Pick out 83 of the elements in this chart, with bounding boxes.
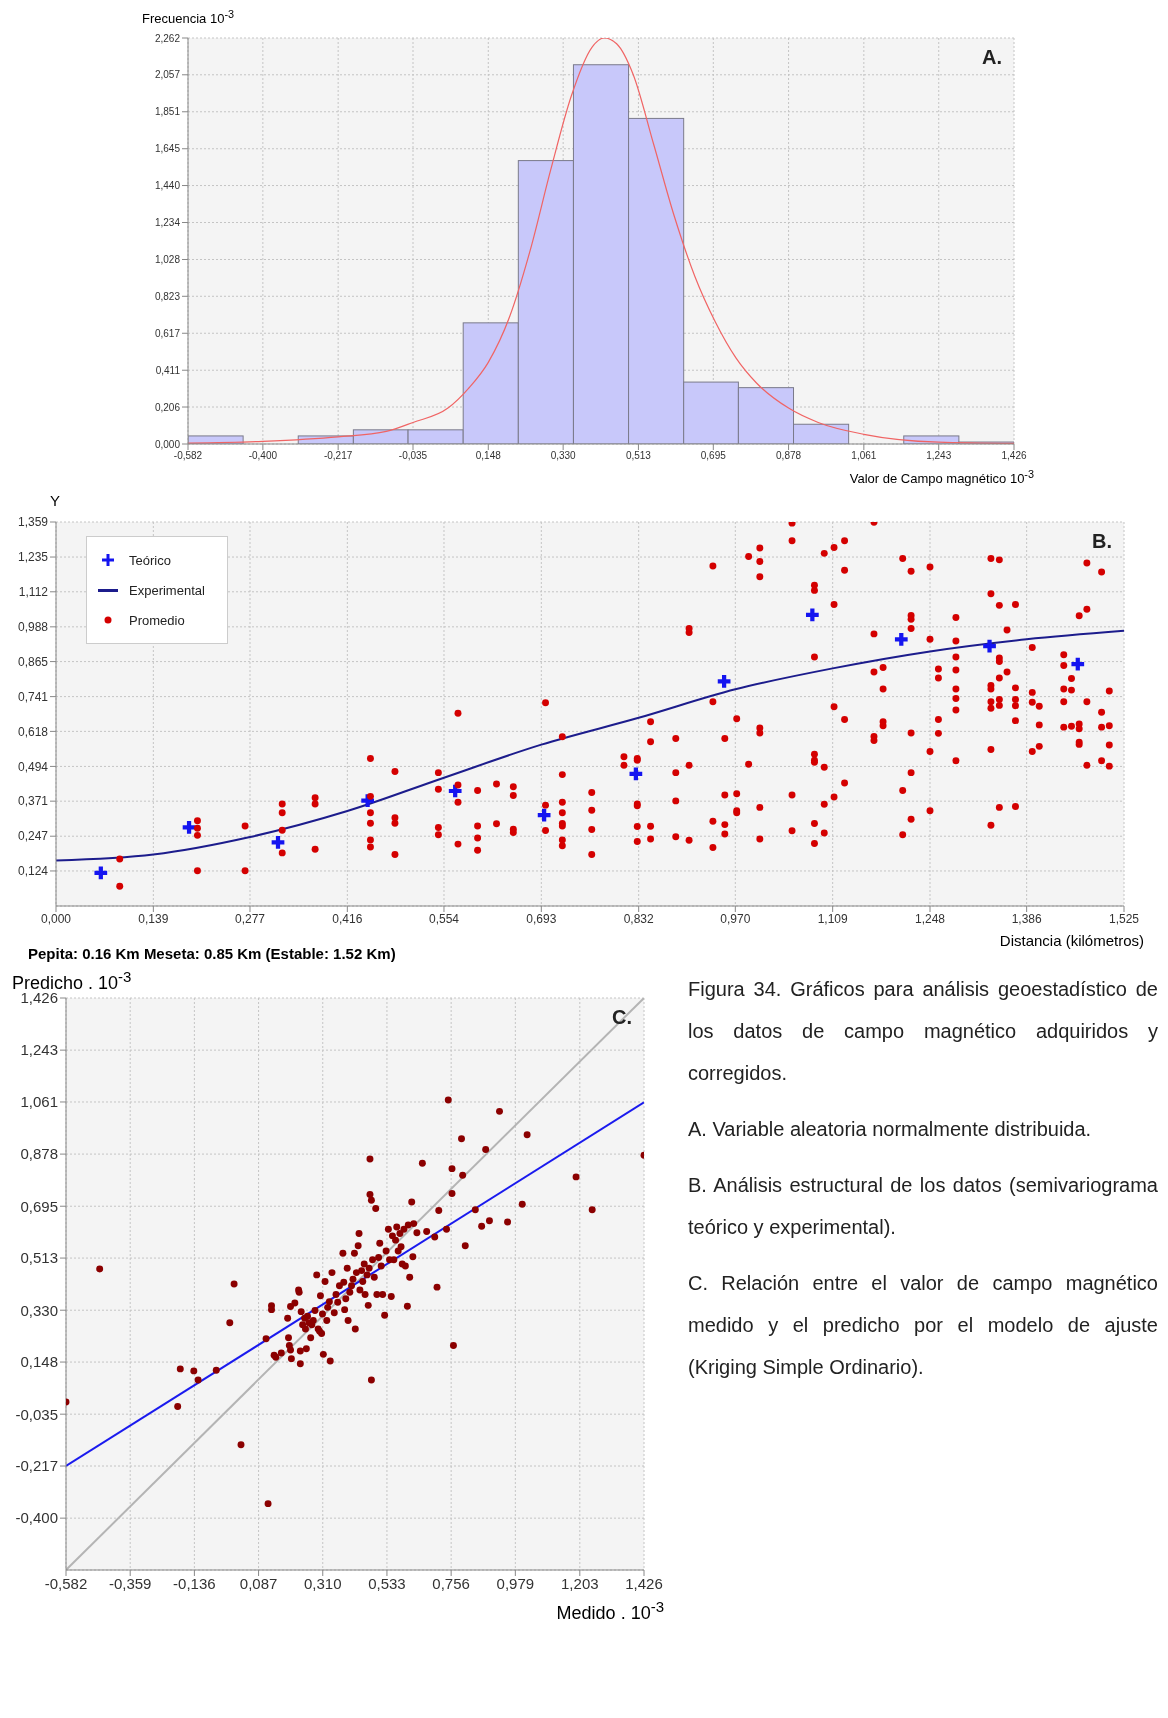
y-tick-label: 0,124 bbox=[17, 864, 49, 879]
annotation: A. bbox=[982, 46, 1002, 69]
x-tick-label: 1,426 bbox=[625, 1574, 663, 1592]
y-tick-label: 1,851 bbox=[154, 106, 181, 118]
x-tick-label: 0,756 bbox=[432, 1574, 470, 1592]
x-tick-label: 1,243 bbox=[926, 450, 952, 462]
annotation: C. bbox=[612, 1006, 632, 1030]
y-tick-label: 1,645 bbox=[154, 143, 181, 155]
text: B. Análisis estructural de los datos (semivariograma teórico y experimental). bbox=[688, 1173, 1158, 1241]
x-axis-title: Valor de Campo magnético 10$^{-3}$ bbox=[848, 468, 1034, 487]
y-tick-label: 1,243 bbox=[20, 1041, 58, 1059]
y-tick-label: 0,411 bbox=[155, 364, 181, 376]
x-tick-label: 0,533 bbox=[368, 1574, 406, 1592]
x-tick-label: 1,426 bbox=[1001, 450, 1027, 462]
x-tick-label: 1,061 bbox=[851, 450, 877, 462]
x-tick-label: -0,400 bbox=[248, 450, 278, 462]
x-tick-label: 0,554 bbox=[428, 911, 460, 926]
x-axis-title: Medido . 10$^{-3}$ bbox=[555, 1598, 664, 1625]
y-tick-label: 0,823 bbox=[154, 290, 181, 302]
y-axis-title: Frecuencia 10$^{-3}$ bbox=[142, 8, 236, 28]
y-tick-label: 0,878 bbox=[20, 1145, 58, 1163]
x-tick-label: 0,970 bbox=[720, 911, 751, 926]
x-tick-label: 0,000 bbox=[40, 911, 72, 926]
x-axis-title: Distancia (kilómetros) bbox=[999, 932, 1144, 950]
y-tick-label: 0,494 bbox=[17, 760, 49, 774]
y-tick-label: 0,206 bbox=[154, 401, 181, 413]
x-tick-label: -0,582 bbox=[44, 1574, 88, 1592]
x-tick-label: -0,035 bbox=[398, 450, 428, 462]
legend-label: Teórico bbox=[129, 552, 171, 568]
y-tick-label: 0,148 bbox=[20, 1353, 58, 1371]
y-tick-label: 1,061 bbox=[20, 1093, 58, 1111]
text: Pepita: 0.16 Km Meseta: 0.85 Km (Estable: 1.52 Km) bbox=[28, 945, 396, 963]
y-tick-label: 0,247 bbox=[17, 829, 49, 844]
y-tick-label: -0,217 bbox=[15, 1457, 58, 1475]
x-tick-label: 1,248 bbox=[914, 911, 946, 926]
y-axis-title: Y bbox=[49, 492, 61, 512]
y-tick-label: 1,112 bbox=[18, 585, 49, 600]
y-tick-label: 0,617 bbox=[154, 327, 181, 339]
x-tick-label: 0,693 bbox=[526, 911, 557, 926]
x-tick-label: -0,582 bbox=[173, 450, 203, 462]
y-tick-label: 0,371 bbox=[17, 794, 49, 809]
y-tick-label: 0,865 bbox=[17, 655, 49, 670]
y-tick-label: 2,057 bbox=[154, 69, 181, 81]
x-tick-label: 1,386 bbox=[1011, 911, 1042, 926]
x-tick-label: 0,979 bbox=[496, 1574, 535, 1592]
text: A. Variable aleatoria normalmente distribuida. bbox=[688, 1117, 1093, 1143]
y-tick-label: 0,330 bbox=[20, 1301, 58, 1319]
y-tick-label: 1,234 bbox=[154, 217, 181, 229]
y-tick-label: 1,028 bbox=[154, 254, 181, 266]
x-tick-label: 0,277 bbox=[234, 911, 266, 926]
y-tick-label: 1,235 bbox=[17, 550, 49, 565]
y-tick-label: 1,440 bbox=[154, 180, 181, 192]
y-tick-label: 0,988 bbox=[17, 620, 49, 635]
x-tick-label: 1,203 bbox=[561, 1574, 599, 1592]
y-tick-label: 0,741 bbox=[17, 690, 49, 705]
y-tick-label: 2,262 bbox=[154, 32, 181, 44]
y-tick-label: 0,000 bbox=[154, 438, 181, 450]
x-tick-label: 1,109 bbox=[817, 911, 848, 926]
y-tick-label: 0,618 bbox=[17, 724, 49, 739]
legend-label: Experimental bbox=[129, 582, 205, 598]
y-tick-label: -0,035 bbox=[15, 1405, 58, 1423]
x-tick-label: 0,416 bbox=[332, 911, 363, 926]
x-tick-label: -0,359 bbox=[108, 1574, 152, 1592]
x-tick-label: 0,330 bbox=[550, 450, 577, 462]
x-tick-label: 0,878 bbox=[776, 450, 802, 462]
annotation: B. bbox=[1092, 530, 1112, 554]
y-tick-label: 1,359 bbox=[17, 515, 49, 530]
text: C. Relación entre el valor de campo magnético medido y el predicho por el modelo de ajuste (Kriging Simple Ordinario). bbox=[688, 1271, 1158, 1381]
x-tick-label: 0,513 bbox=[625, 450, 652, 462]
x-tick-label: 1,525 bbox=[1108, 911, 1140, 926]
y-tick-label: 0,513 bbox=[20, 1249, 58, 1267]
x-tick-label: 0,310 bbox=[303, 1574, 342, 1592]
x-tick-label: 0,148 bbox=[475, 450, 502, 462]
x-tick-label: 0,695 bbox=[700, 450, 727, 462]
y-tick-label: -0,400 bbox=[15, 1509, 58, 1527]
legend-label: Promedio bbox=[129, 612, 185, 628]
text: Figura 34. Gráficos para análisis geoestadístico de los datos de campo magnético adquiridos y corregidos. bbox=[688, 977, 1158, 1087]
x-tick-label: 0,139 bbox=[138, 911, 169, 926]
x-tick-label: -0,136 bbox=[173, 1574, 216, 1592]
y-tick-label: 0,695 bbox=[20, 1197, 58, 1215]
x-tick-label: 0,087 bbox=[239, 1574, 278, 1592]
x-tick-label: -0,217 bbox=[323, 450, 353, 462]
x-tick-label: 0,832 bbox=[623, 911, 655, 926]
